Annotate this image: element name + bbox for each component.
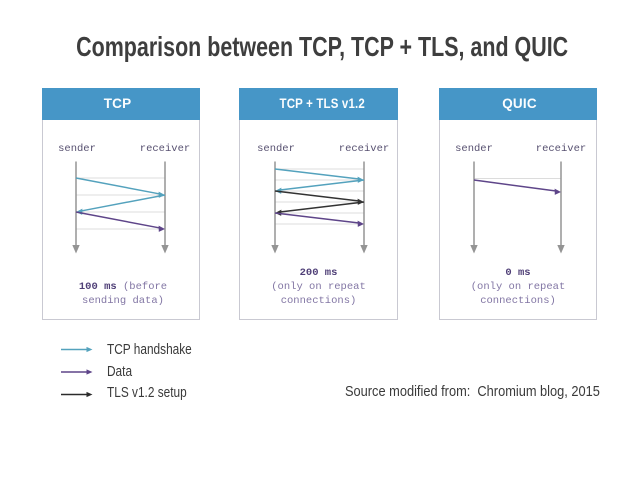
svg-text:receiver: receiver — [536, 143, 586, 155]
svg-text:sender: sender — [257, 143, 295, 155]
svg-text:receiver: receiver — [140, 143, 190, 155]
svg-text:receiver: receiver — [339, 143, 389, 155]
svg-text:sender: sender — [455, 143, 493, 155]
svg-text:sender: sender — [58, 143, 96, 155]
